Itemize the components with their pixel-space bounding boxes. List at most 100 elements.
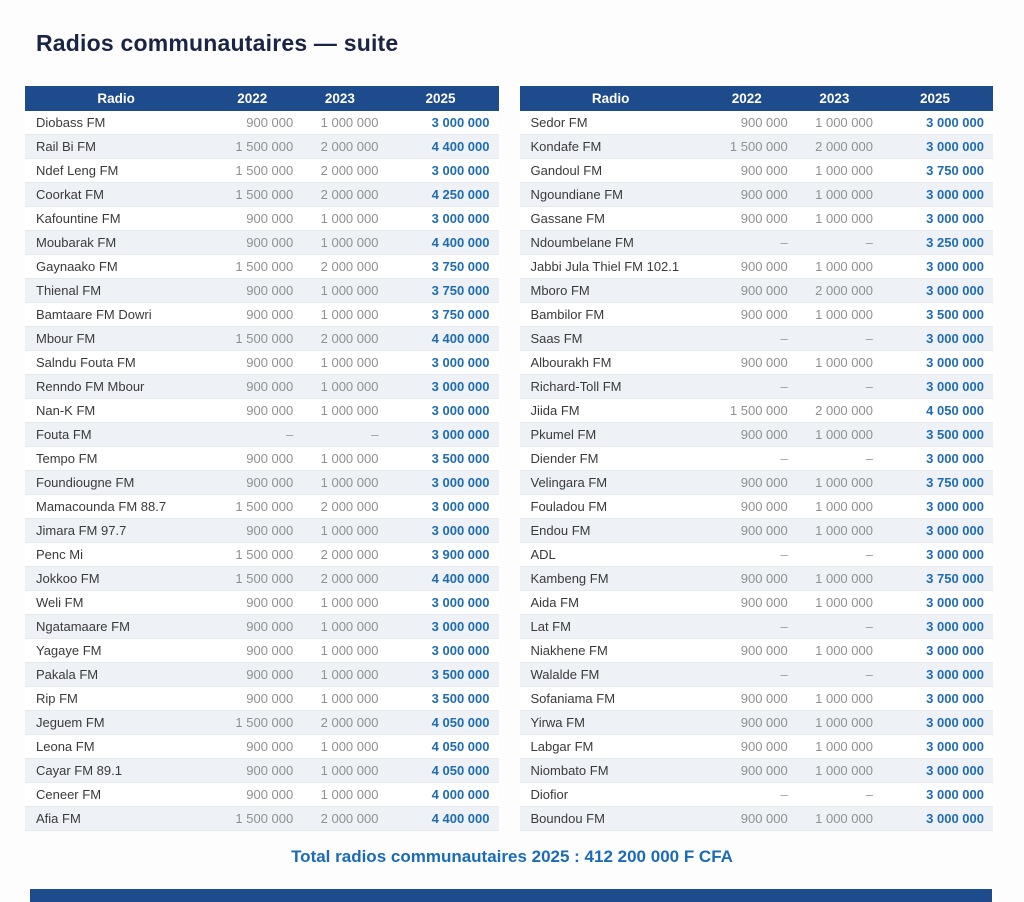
value-2023-cell: 1 000 000: [791, 758, 877, 783]
value-2022-cell: 1 500 000: [207, 710, 298, 735]
value-2023-cell: 1 000 000: [297, 446, 383, 471]
value-2022-cell: 900 000: [207, 782, 298, 807]
radio-name-cell: Labgar FM: [519, 734, 702, 759]
value-2023-cell: 1 000 000: [791, 518, 877, 543]
radio-name-cell: Gandoul FM: [519, 158, 702, 183]
value-2025-cell: 4 400 000: [382, 566, 499, 591]
value-2022-cell: 900 000: [701, 158, 792, 183]
value-2023-cell: 1 000 000: [297, 518, 383, 543]
value-2025-cell: 3 000 000: [876, 278, 993, 303]
radio-name-cell: Nan-K FM: [25, 398, 208, 423]
value-2025-cell: 3 000 000: [876, 350, 993, 375]
value-2025-cell: 3 000 000: [382, 158, 499, 183]
value-2025-cell: 3 000 000: [382, 470, 499, 495]
radio-name-cell: Weli FM: [25, 590, 208, 615]
total-line: Total radios communautaires 2025 : 412 2…: [291, 847, 733, 866]
value-2022-cell: 900 000: [207, 734, 298, 759]
value-2025-cell: 4 400 000: [382, 806, 499, 831]
value-2025-cell: 3 000 000: [876, 734, 993, 759]
table-row: Jimara FM 97.7 900 000 1 000 000 3 000 000: [25, 518, 499, 543]
value-2025-cell: 3 000 000: [876, 134, 993, 159]
radio-name-cell: Yirwa FM: [519, 710, 702, 735]
radio-name-cell: Mamacounda FM 88.7: [25, 494, 208, 519]
value-2025-cell: 3 000 000: [876, 518, 993, 543]
radio-name-cell: Sedor FM: [519, 111, 702, 135]
radio-name-cell: Saas FM: [519, 326, 702, 351]
value-2023-cell: 2 000 000: [297, 710, 383, 735]
value-2022-cell: 900 000: [207, 758, 298, 783]
radio-name-cell: Moubarak FM: [25, 230, 208, 255]
value-2022-cell: 900 000: [207, 278, 298, 303]
value-2025-cell: 4 050 000: [876, 398, 993, 423]
radio-name-cell: Afia FM: [25, 806, 208, 831]
table-row: Fouta FM – –3 000 000: [25, 422, 499, 447]
value-2023-cell: 1 000 000: [297, 758, 383, 783]
value-2022-cell: –: [701, 614, 792, 639]
table-header-right: Radio 2022 2023 2025: [519, 86, 993, 111]
column-header-2025: 2025: [382, 86, 499, 111]
table-row: Mamacounda FM 88.7 1 500 000 2 000 000 3 00…: [25, 494, 499, 519]
radio-name-cell: Coorkat FM: [25, 182, 208, 207]
value-2023-cell: 1 000 000: [297, 590, 383, 615]
table-body-right: Sedor FM 900 000 1 000 000 3 000 000 Kondafe…: [519, 111, 993, 831]
value-2025-cell: 3 000 000: [876, 758, 993, 783]
value-2025-cell: 3 750 000: [382, 302, 499, 327]
value-2025-cell: 3 000 000: [876, 686, 993, 711]
value-2023-cell: 1 000 000: [791, 566, 877, 591]
value-2022-cell: 900 000: [207, 614, 298, 639]
column-header-2023: 2023: [297, 86, 383, 111]
value-2022-cell: –: [701, 782, 792, 807]
table-row: Jiida FM 1 500 000 2 000 000 4 050 000: [519, 398, 993, 423]
value-2025-cell: 3 900 000: [382, 542, 499, 567]
value-2023-cell: 1 000 000: [297, 638, 383, 663]
value-2022-cell: 900 000: [701, 206, 792, 231]
table-row: Mbour FM 1 500 000 2 000 000 4 400 000: [25, 326, 499, 351]
value-2023-cell: 1 000 000: [297, 470, 383, 495]
value-2022-cell: 900 000: [701, 182, 792, 207]
value-2023-cell: 2 000 000: [297, 182, 383, 207]
table-row: Aida FM 900 000 1 000 000 3 000 000: [519, 590, 993, 615]
value-2025-cell: 3 000 000: [382, 494, 499, 519]
value-2023-cell: 1 000 000: [297, 206, 383, 231]
value-2022-cell: 1 500 000: [207, 566, 298, 591]
value-2022-cell: 900 000: [207, 398, 298, 423]
value-2022-cell: –: [207, 422, 298, 447]
value-2022-cell: 900 000: [701, 422, 792, 447]
radio-name-cell: Penc Mi: [25, 542, 208, 567]
value-2023-cell: 1 000 000: [297, 350, 383, 375]
value-2022-cell: 900 000: [207, 470, 298, 495]
table-row: Walalde FM – –3 000 000: [519, 662, 993, 687]
table-row: Gandoul FM 900 000 1 000 000 3 750 000: [519, 158, 993, 183]
table-row: Richard-Toll FM – –3 000 000: [519, 374, 993, 399]
value-2025-cell: 3 000 000: [382, 614, 499, 639]
radio-name-cell: Lat FM: [519, 614, 702, 639]
value-2022-cell: 1 500 000: [207, 182, 298, 207]
radio-name-cell: Niombato FM: [519, 758, 702, 783]
table-row: Boundou FM 900 000 1 000 000 3 000 000: [519, 806, 993, 831]
radio-name-cell: Ngoundiane FM: [519, 182, 702, 207]
table-row: Niombato FM 900 000 1 000 000 3 000 000: [519, 758, 993, 783]
table-row: Rail Bi FM 1 500 000 2 000 000 4 400 000: [25, 134, 499, 159]
value-2023-cell: 1 000 000: [791, 254, 877, 279]
radio-name-cell: Yagaye FM: [25, 638, 208, 663]
radio-name-cell: Rip FM: [25, 686, 208, 711]
value-2023-cell: 1 000 000: [791, 158, 877, 183]
value-2022-cell: 1 500 000: [207, 494, 298, 519]
radio-name-cell: Diobass FM: [25, 111, 208, 135]
radio-name-cell: Ndef Leng FM: [25, 158, 208, 183]
value-2023-cell: 2 000 000: [791, 278, 877, 303]
value-2023-cell: 1 000 000: [297, 782, 383, 807]
value-2025-cell: 3 000 000: [382, 374, 499, 399]
radio-name-cell: Diofior: [519, 782, 702, 807]
value-2025-cell: 4 000 000: [382, 782, 499, 807]
radio-name-cell: Leona FM: [25, 734, 208, 759]
table-row: Moubarak FM 900 000 1 000 000 4 400 000: [25, 230, 499, 255]
value-2023-cell: 1 000 000: [791, 710, 877, 735]
value-2025-cell: 3 000 000: [876, 254, 993, 279]
radios-table-right: Radio 2022 2023 2025 Sedor FM 900 000 1 00…: [519, 86, 993, 831]
value-2025-cell: 3 000 000: [382, 398, 499, 423]
radio-name-cell: Kafountine FM: [25, 206, 208, 231]
table-row: Salndu Fouta FM 900 000 1 000 000 3 000 000: [25, 350, 499, 375]
table-row: Albourakh FM 900 000 1 000 000 3 000 000: [519, 350, 993, 375]
